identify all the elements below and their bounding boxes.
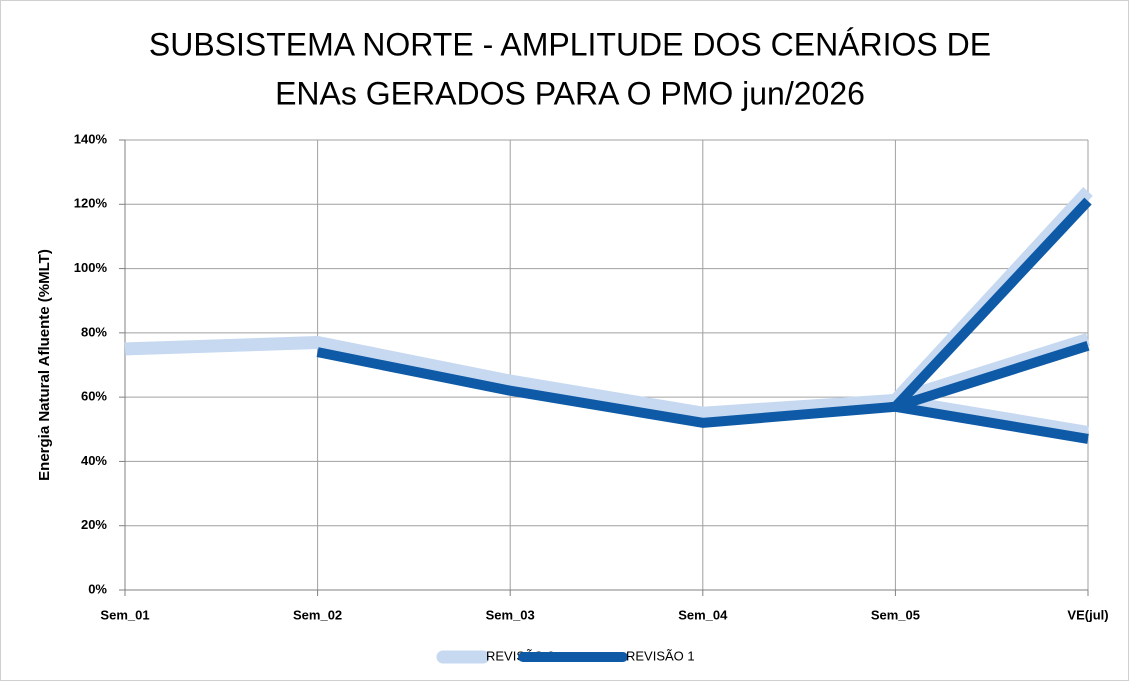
x-tick-label: Sem_03: [486, 607, 535, 622]
chart-title: ENAs GERADOS PARA O PMO jun/2026: [275, 75, 865, 111]
y-tick-label: 20%: [81, 517, 107, 532]
x-tick-label: Sem_01: [100, 607, 149, 622]
x-tick-label: Sem_02: [293, 607, 342, 622]
y-tick-label: 0%: [88, 581, 107, 596]
y-tick-label: 80%: [81, 324, 107, 339]
legend-label: REVISÃO 1: [626, 648, 695, 663]
y-tick-label: 140%: [74, 131, 108, 146]
series-branch: [893, 340, 1090, 412]
y-tick-label: 40%: [81, 453, 107, 468]
y-axis-label: Energia Natural Afluente (%MLT): [36, 249, 53, 481]
y-tick-label: 60%: [81, 389, 107, 404]
y-tick-label: 100%: [74, 260, 108, 275]
x-tick-label: Sem_04: [678, 607, 728, 622]
series-branch: [894, 401, 1089, 444]
series-line: [124, 336, 896, 420]
x-tick-label: VE(jul): [1067, 607, 1108, 622]
series-branch: [891, 197, 1092, 411]
y-tick-label: 120%: [74, 196, 108, 211]
x-tick-label: Sem_05: [871, 607, 920, 622]
series-branch: [893, 333, 1090, 407]
series-branch: [894, 393, 1090, 439]
series-line: [316, 347, 896, 428]
chart-title: SUBSISTEMA NORTE - AMPLITUDE DOS CENÁRIO…: [149, 26, 991, 62]
